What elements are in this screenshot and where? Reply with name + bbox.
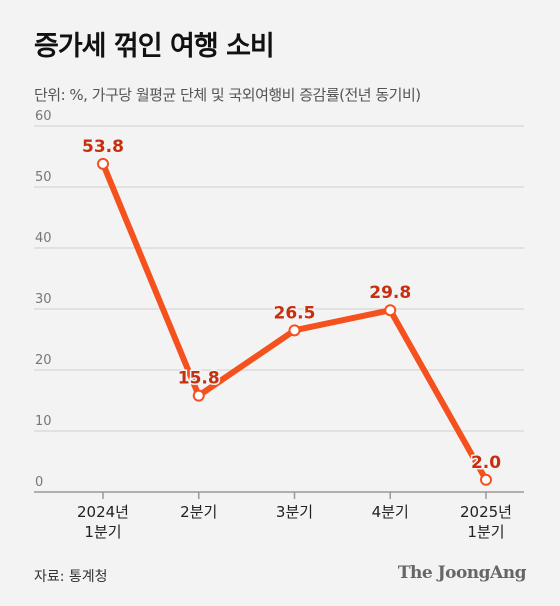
data-point <box>192 389 205 402</box>
y-tick-label: 10 <box>35 414 52 429</box>
data-label: 2.0 <box>471 453 501 473</box>
x-tick-label-line: 4분기 <box>372 503 409 521</box>
x-tick-label-line: 3분기 <box>276 503 313 521</box>
x-tick-label-line: 1분기 <box>84 523 121 541</box>
data-point <box>384 304 397 317</box>
y-tick-label: 0 <box>35 475 43 490</box>
y-tick-label: 50 <box>35 170 52 185</box>
data-label: 26.5 <box>274 303 316 323</box>
chart-subtitle: 단위: %, 가구당 월평균 단체 및 국외여행비 증감률(전년 동기비) <box>34 86 421 104</box>
x-tick-label: 3분기 <box>276 503 313 521</box>
x-tick-label: 2024년 1분기 <box>77 503 129 541</box>
y-tick-label: 60 <box>35 109 52 124</box>
y-tick-label: 40 <box>35 231 52 246</box>
y-tick-label: 30 <box>35 292 52 307</box>
source-note: 자료: 통계청 <box>34 569 108 585</box>
data-label: 15.8 <box>178 369 220 389</box>
brand-logo: The JoongAng <box>397 563 527 583</box>
x-tick-label: 2025년 1분기 <box>460 503 512 541</box>
y-tick-label: 20 <box>35 353 52 368</box>
x-tick-label-line: 2024년 <box>77 503 129 521</box>
data-point <box>97 157 109 170</box>
x-tick-label: 4분기 <box>372 503 409 521</box>
x-tick-label-line: 1분기 <box>467 523 504 541</box>
data-point <box>480 473 492 486</box>
data-point <box>288 324 301 337</box>
x-tick-label-line: 2분기 <box>180 503 217 521</box>
data-label: 29.8 <box>369 283 411 303</box>
x-tick-label: 2분기 <box>180 503 217 521</box>
x-tick-label-line: 2025년 <box>460 503 512 521</box>
data-label: 53.8 <box>82 137 124 157</box>
chart-title: 증가세 꺾인 여행 소비 <box>34 31 275 62</box>
